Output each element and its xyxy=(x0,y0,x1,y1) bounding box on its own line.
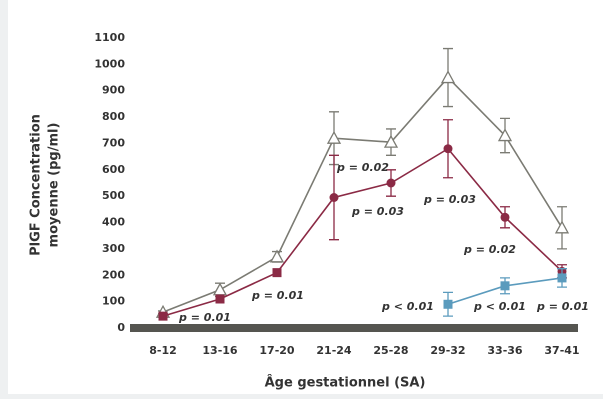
point xyxy=(272,268,282,278)
x-axis-title: Âge gestationnel (SA) xyxy=(265,375,426,391)
x-tick-label: 33-36 xyxy=(487,344,523,357)
y-tick-label: 900 xyxy=(102,84,125,97)
y-tick-label: 400 xyxy=(102,216,125,229)
y-tick-label: 1000 xyxy=(94,57,125,70)
y-tick-label: 1100 xyxy=(94,31,125,44)
point xyxy=(500,281,510,291)
y-tick-label: 200 xyxy=(102,268,125,281)
x-tick-label: 25-28 xyxy=(373,344,408,357)
point xyxy=(329,193,339,202)
y-axis-title: moyenne (pg/ml) xyxy=(47,123,62,248)
annotation: p = 0.01 xyxy=(536,300,589,313)
y-tick-label: 600 xyxy=(102,163,125,176)
x-tick-label: 37-41 xyxy=(544,344,579,357)
point xyxy=(443,144,453,154)
y-tick-label: 800 xyxy=(102,110,125,123)
point xyxy=(557,273,567,283)
point xyxy=(383,134,399,148)
point xyxy=(440,70,456,84)
x-tick-label: 17-20 xyxy=(259,344,295,357)
annotation: p < 0.01 xyxy=(473,300,526,313)
point xyxy=(443,299,453,309)
y-tick-label: 700 xyxy=(102,136,125,149)
x-tick-label: 29-32 xyxy=(430,344,465,357)
x-tick-label: 13-16 xyxy=(202,344,238,357)
annotation: p = 0.02 xyxy=(463,243,516,256)
point xyxy=(269,249,285,263)
point xyxy=(158,311,168,321)
annotation: p < 0.01 xyxy=(381,300,434,313)
y-tick-label: 100 xyxy=(102,295,125,308)
x-axis-baseline xyxy=(130,324,578,332)
annotation: p = 0.01 xyxy=(251,289,304,302)
point xyxy=(554,220,570,234)
annotation: p = 0.02 xyxy=(336,161,389,174)
point xyxy=(500,212,510,222)
point xyxy=(326,130,342,144)
point xyxy=(215,294,225,304)
series-line xyxy=(162,76,563,313)
y-tick-label: 300 xyxy=(102,242,125,255)
y-tick-label: 0 xyxy=(117,321,125,334)
x-tick-label: 8-12 xyxy=(149,344,177,357)
annotation: p = 0.01 xyxy=(178,311,231,324)
point xyxy=(386,178,396,188)
x-tick-label: 21-24 xyxy=(316,344,352,357)
annotation: p = 0.03 xyxy=(423,193,476,206)
y-axis-title: PlGF Concentration xyxy=(29,114,44,256)
point xyxy=(497,128,513,142)
y-tick-label: 500 xyxy=(102,189,125,202)
series-line xyxy=(162,147,563,317)
annotation: p = 0.03 xyxy=(351,205,404,218)
